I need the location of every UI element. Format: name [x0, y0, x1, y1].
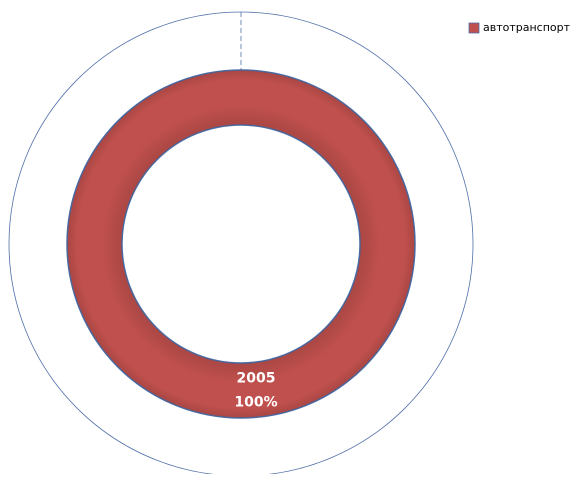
legend-label: автотранспорт — [483, 21, 571, 34]
ring-label: 2005 100% — [234, 371, 277, 411]
data-label: 100% — [234, 395, 277, 411]
legend-swatch — [468, 22, 480, 34]
series-name: 2005 — [237, 371, 276, 387]
ring-segment — [66, 69, 416, 419]
